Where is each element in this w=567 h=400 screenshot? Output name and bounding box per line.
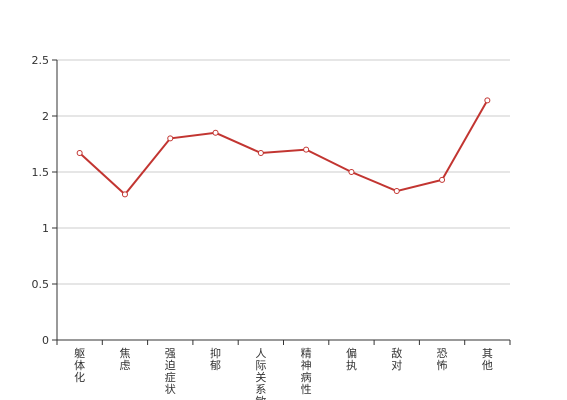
y-tick-label: 0 (42, 334, 49, 347)
point (439, 176, 446, 183)
x-tick-label: 恐怖 (437, 347, 448, 372)
x-tick-label: 敌对 (391, 346, 402, 372)
y-tick-label: 0.5 (32, 278, 50, 291)
point (303, 146, 310, 153)
line (78, 99, 489, 196)
point (484, 97, 491, 104)
x-tick-label: 强迫症状 (165, 347, 176, 396)
point (76, 149, 83, 156)
point (257, 149, 264, 156)
x-tick-label: 其他 (482, 347, 493, 372)
x-tick-label: 抑郁 (210, 346, 221, 372)
y-tick-label: 1.5 (32, 166, 50, 179)
point (348, 169, 355, 175)
x-tick-label: 人际关系敏感 (255, 347, 266, 400)
point (393, 188, 400, 195)
y-tick-label: 2 (42, 110, 49, 123)
x-tick-label: 精神病性 (301, 347, 312, 396)
point (212, 129, 219, 136)
x-tick-label: 偏执 (346, 346, 357, 372)
point (121, 191, 128, 198)
y-tick-label: 1 (42, 222, 49, 235)
x-tick-label: 躯体化 (74, 347, 85, 384)
x-tick-label: 焦虑 (119, 347, 130, 372)
point (167, 135, 174, 142)
y-tick-label: 2.5 (32, 54, 50, 67)
